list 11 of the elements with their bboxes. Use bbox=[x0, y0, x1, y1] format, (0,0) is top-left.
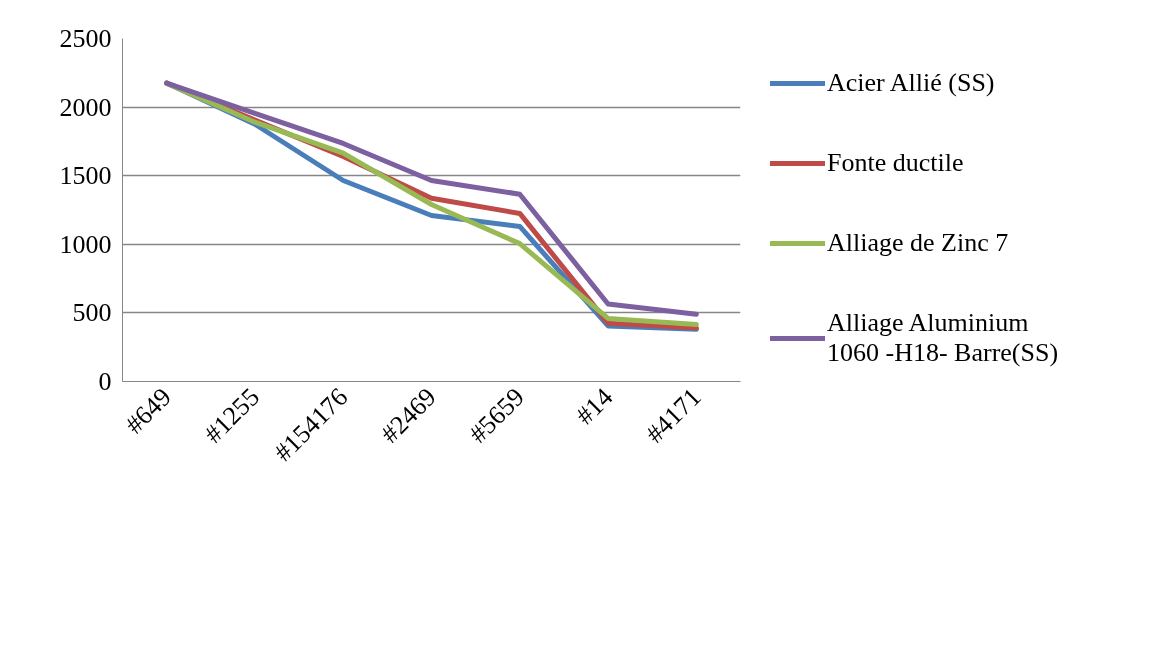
y-tick-label: 2500 bbox=[59, 24, 112, 53]
legend-label: Alliage Aluminium 1060 -H18- Barre(SS) bbox=[827, 308, 1059, 368]
legend-label: Acier Allié (SS) bbox=[827, 68, 995, 98]
legend-label: Alliage de Zinc 7 bbox=[827, 228, 1009, 258]
y-tick-label: 500 bbox=[72, 298, 112, 328]
legend-label: Fonte ductile bbox=[827, 148, 964, 178]
y-tick-label: 0 bbox=[98, 367, 112, 396]
y-tick-label: 1500 bbox=[59, 161, 112, 191]
x-tick-label: #14 bbox=[570, 382, 619, 431]
y-tick-label: 1000 bbox=[59, 229, 112, 259]
y-tick-label: 2000 bbox=[59, 92, 112, 122]
